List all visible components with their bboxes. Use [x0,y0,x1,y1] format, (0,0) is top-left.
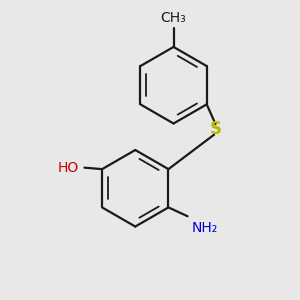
Text: CH₃: CH₃ [161,11,186,26]
Text: S: S [209,120,221,138]
Text: HO: HO [57,161,79,175]
Text: NH₂: NH₂ [192,221,218,235]
